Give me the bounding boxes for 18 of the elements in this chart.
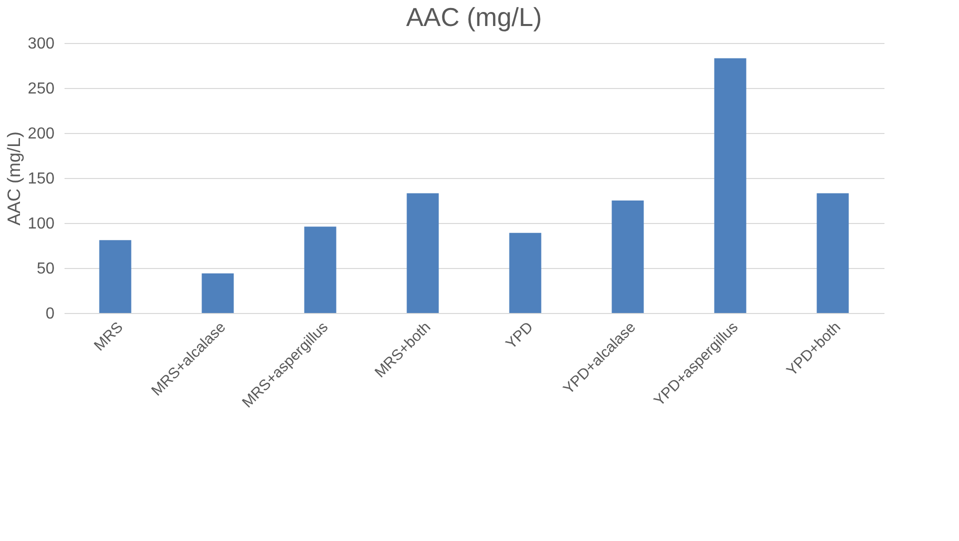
y-tick-label: 300 <box>28 36 55 52</box>
bar <box>509 232 542 313</box>
y-axis-title: AAC (mg/L) <box>4 131 24 226</box>
bar <box>99 240 132 313</box>
y-tick-label: 50 <box>36 260 55 278</box>
y-tick-label: 150 <box>28 170 55 188</box>
y-tick-label: 250 <box>28 80 55 98</box>
y-tick-label: 0 <box>46 306 55 322</box>
chart-title: AAC (mg/L) <box>406 2 542 32</box>
bar <box>714 58 746 313</box>
y-tick-label: 200 <box>28 126 55 142</box>
bar <box>202 273 234 313</box>
bar <box>304 226 336 313</box>
y-tick-label: 100 <box>28 216 55 232</box>
bar <box>612 200 644 313</box>
x-tick-label: YPD <box>502 318 537 353</box>
bar <box>406 193 439 313</box>
bar <box>816 193 849 313</box>
